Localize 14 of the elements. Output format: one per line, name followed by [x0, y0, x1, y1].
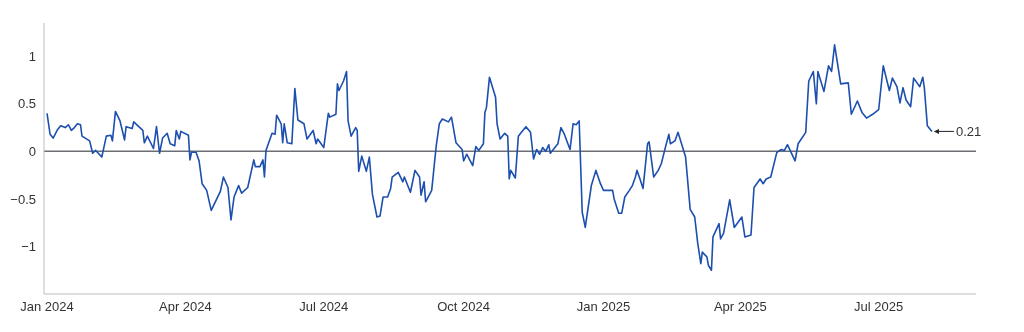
y-tick-label: 0.5 — [17, 96, 36, 112]
y-tick-label: 1 — [28, 48, 36, 64]
x-tick-label: Jul 2025 — [854, 299, 904, 315]
x-tick-label: Apr 2024 — [159, 299, 212, 315]
y-tick-label: −1 — [21, 239, 36, 255]
line-series — [46, 44, 933, 272]
x-tick-label: Jan 2024 — [20, 299, 74, 315]
x-tick-label: Apr 2025 — [713, 299, 767, 315]
x-tick-label: Jan 2025 — [576, 299, 631, 315]
y-tick-label: 0 — [28, 143, 36, 159]
x-tick-label: Oct 2024 — [437, 299, 491, 315]
annotation: 0.21 — [955, 123, 982, 139]
y-tick-label: −0.5 — [10, 191, 36, 207]
x-tick-label: Jul 2024 — [299, 299, 349, 315]
